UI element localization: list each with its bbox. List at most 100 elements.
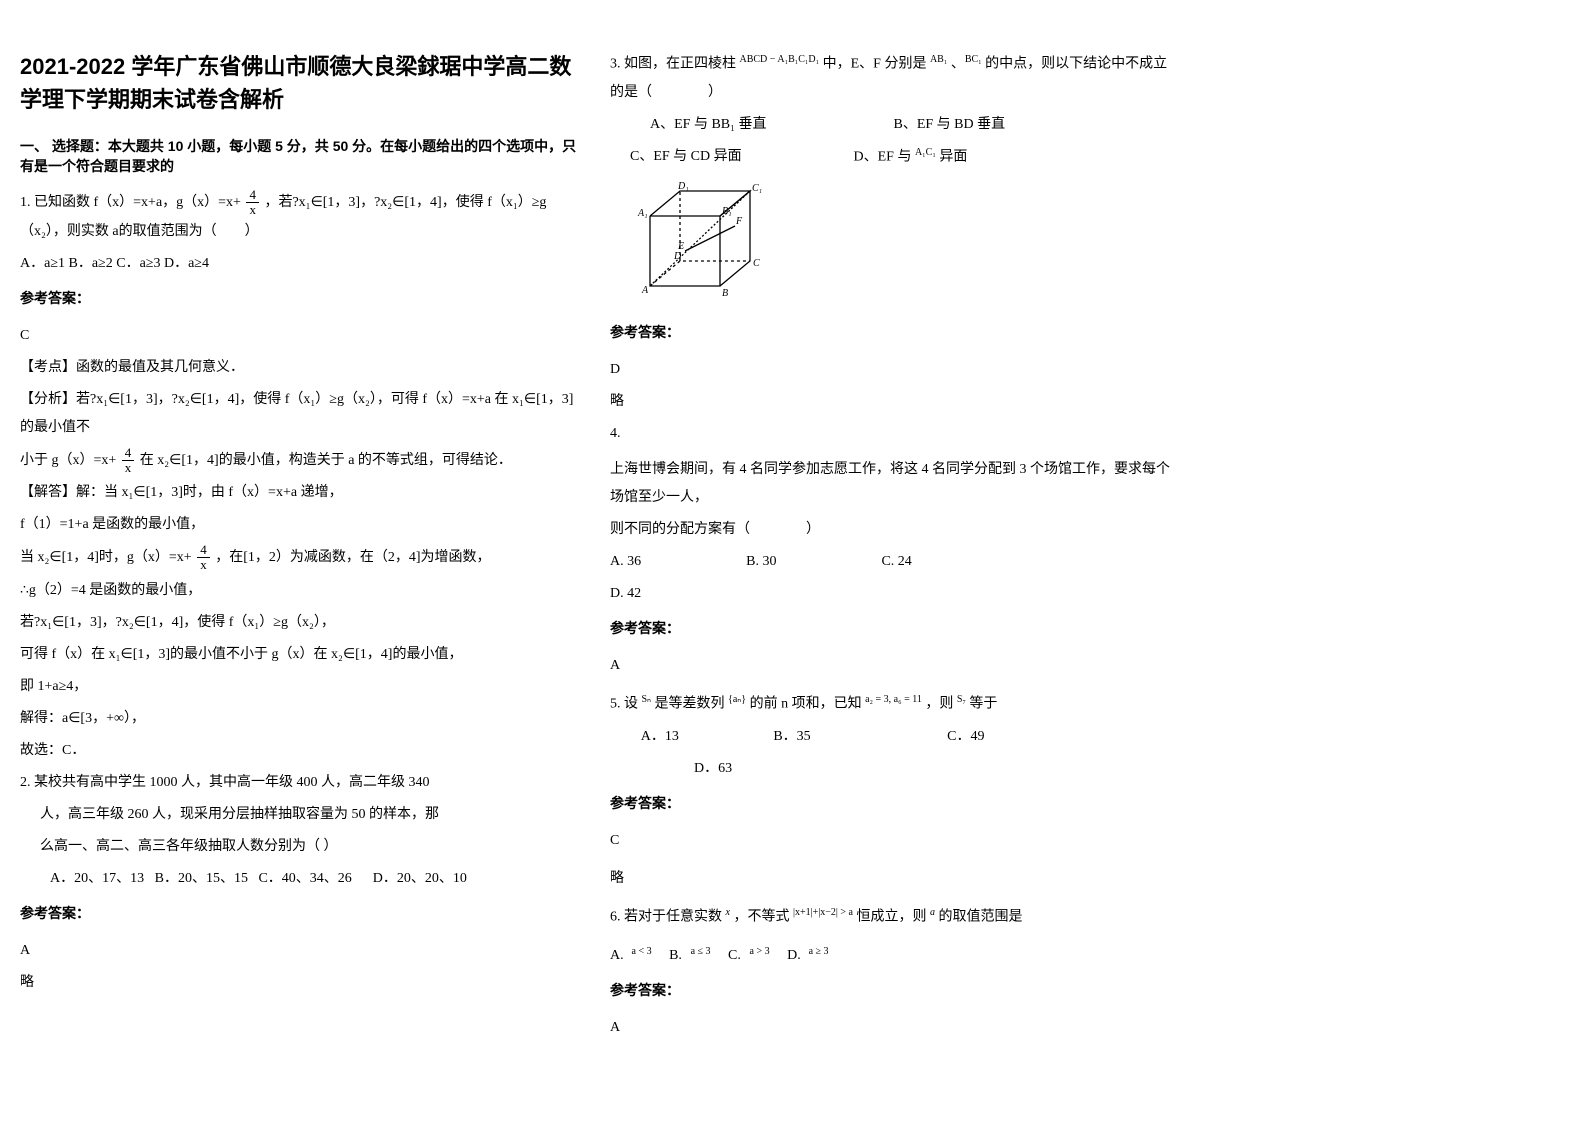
q5-an: {aₙ} xyxy=(728,694,746,705)
q2-line3: 么高一、高二、高三各年级抽取人数分别为（ ） xyxy=(20,833,580,861)
svg-text:C: C xyxy=(753,258,760,269)
q1-jd6: 可得 f（x）在 x₁∈[1，3]的最小值不小于 g（x）在 x₂∈[1，4]的… xyxy=(20,641,580,669)
svg-text:A₁: A₁ xyxy=(637,208,648,219)
frac-num: 4 xyxy=(197,543,210,558)
q5e: 等于 xyxy=(969,697,997,712)
q3-optB: B、EF 与 BD 垂直 xyxy=(894,117,1006,132)
q1-jd3a: 当 x₂∈[1，4]时，g（x）=x+ xyxy=(20,550,192,565)
q5c: 的前 n 项和，已知 xyxy=(750,697,866,712)
q3c: 、 xyxy=(951,57,965,72)
page: 2021-2022 学年广东省佛山市顺德大良梁銶琚中学高二数学理下学期期末试卷含… xyxy=(20,50,1567,1046)
q5-options-2: D．63 xyxy=(610,755,1170,783)
answer-label: 参考答案： xyxy=(610,976,1170,1004)
q4-num: 4. xyxy=(610,420,1170,448)
q3-ab1: AB₁ xyxy=(930,54,947,65)
svg-text:E: E xyxy=(677,241,684,252)
q1-fx2a: 小于 g（x）=x+ xyxy=(20,453,116,468)
frac-den: x xyxy=(246,203,259,217)
fraction-icon: 4 x xyxy=(122,446,135,476)
q3-answer: D xyxy=(610,356,1170,384)
answer-label: 参考答案： xyxy=(610,789,1170,817)
frac-num: 4 xyxy=(246,188,259,203)
q5-answer: C xyxy=(610,827,1170,855)
svg-text:F: F xyxy=(735,216,743,227)
q6-expr: |x+1|+|x−2| > a xyxy=(793,907,853,918)
q6c: 恒成立，则 xyxy=(856,910,930,925)
q5-lue: 略 xyxy=(610,865,1170,893)
q6-a: a xyxy=(930,907,935,918)
question-5: 5. 设 Sₙ 是等差数列 {aₙ} 的前 n 项和，已知 a₂ = 3, a₆… xyxy=(610,690,1170,719)
q6-optC: a > 3 xyxy=(750,946,770,957)
question-1: 1. 已知函数 f（x）=x+a，g（x）=x+ 4 x ，若?x₁∈[1，3]… xyxy=(20,188,580,246)
cube-diagram-icon: A B C D A₁ B₁ C₁ D₁ E F xyxy=(630,181,780,301)
q1-answer: C xyxy=(20,322,580,350)
question-3: 3. 如图，在正四棱柱 ABCD − A₁B₁C₁D₁ 中，E、F 分别是 AB… xyxy=(610,50,1170,107)
answer-label: 参考答案： xyxy=(610,318,1170,346)
q3-options-row1: A、EF 与 BB₁ 垂直 B、EF 与 BD 垂直 xyxy=(610,111,1170,139)
q1-fenxi-2: 小于 g（x）=x+ 4 x 在 x₂∈[1，4]的最小值，构造关于 a 的不等… xyxy=(20,446,580,476)
q6-answer: A xyxy=(610,1014,1170,1042)
q1-jd4: ∴g（2）=4 是函数的最小值， xyxy=(20,577,580,605)
answer-label: 参考答案： xyxy=(20,899,580,927)
q6b: ，不等式 xyxy=(733,910,793,925)
q2-line1: 2. 某校共有高中学生 1000 人，其中高一年级 400 人，高二年级 340 xyxy=(20,769,580,797)
q6-x: x xyxy=(726,907,730,918)
q1-jd1: 【解答】解：当 x₁∈[1，3]时，由 f（x）=x+a 递增， xyxy=(20,479,580,507)
frac-den: x xyxy=(197,558,210,572)
q6-options: A. a < 3 B. a ≤ 3 C. a > 3 D. a ≥ 3 xyxy=(610,942,1170,971)
right-column: 3. 如图，在正四棱柱 ABCD − A₁B₁C₁D₁ 中，E、F 分别是 AB… xyxy=(610,50,1170,1046)
q1-jd8: 解得：a∈[3，+∞）， xyxy=(20,705,580,733)
svg-text:A: A xyxy=(641,285,649,296)
q5b: 是等差数列 xyxy=(655,697,729,712)
q1-jd2: f（1）=1+a 是函数的最小值， xyxy=(20,511,580,539)
q6-optB: a ≤ 3 xyxy=(691,946,711,957)
q2-lue: 略 xyxy=(20,969,580,997)
q5a: 5. 设 xyxy=(610,697,642,712)
fraction-icon: 4 x xyxy=(197,543,210,573)
q5d: ，则 xyxy=(925,697,957,712)
svg-text:C₁: C₁ xyxy=(752,183,762,194)
question-6: 6. 若对于任意实数 x ，不等式 |x+1|+|x−2| > a 恒成立，则 … xyxy=(610,903,1170,932)
q3-optA: A、EF 与 BB₁ 垂直 xyxy=(650,111,890,139)
q4-text-a: 上海世博会期间，有 4 名同学参加志愿工作，将这 4 名同学分配到 3 个场馆工… xyxy=(610,456,1170,512)
q1-jd3: 当 x₂∈[1，4]时，g（x）=x+ 4 x ，在[1，2）为减函数，在（2，… xyxy=(20,543,580,573)
frac-den: x xyxy=(122,461,135,475)
q3-optC: C、EF 与 CD 异面 xyxy=(630,143,850,171)
q6a: 6. 若对于任意实数 xyxy=(610,910,726,925)
svg-text:D₁: D₁ xyxy=(677,181,689,192)
q3-optDa: D、EF 与 xyxy=(854,149,915,164)
q5-s7: S₇ xyxy=(957,694,966,705)
q3-optDb: 异面 xyxy=(936,149,968,164)
q1-jd9: 故选：C． xyxy=(20,737,580,765)
answer-label: 参考答案： xyxy=(20,284,580,312)
q5-cond: a₂ = 3, a₆ = 11 xyxy=(865,694,922,705)
q2-line2: 人，高三年级 260 人，现采用分层抽样抽取容量为 50 的样本，那 xyxy=(20,801,580,829)
frac-num: 4 xyxy=(122,446,135,461)
q1-jd5: 若?x₁∈[1，3]，?x₂∈[1，4]，使得 f（x₁）≥g（x₂）， xyxy=(20,609,580,637)
q1-jd3b: ，在[1，2）为减函数，在（2，4]为增函数， xyxy=(215,550,490,565)
q4-answer: A xyxy=(610,652,1170,680)
q3-cube-label: ABCD − A₁B₁C₁D₁ xyxy=(740,54,820,65)
answer-label: 参考答案： xyxy=(610,614,1170,642)
q2-answer: A xyxy=(20,937,580,965)
q3-lue: 略 xyxy=(610,388,1170,416)
q2-options: A．20、17、13 B．20、15、15 C．40、34、26 D．20、20… xyxy=(20,865,580,893)
q6d: 的取值范围是 xyxy=(938,910,1022,925)
q3a: 3. 如图，在正四棱柱 xyxy=(610,57,740,72)
svg-text:D: D xyxy=(673,251,682,262)
svg-text:B: B xyxy=(722,288,728,299)
q1-kaodian: 【考点】函数的最值及其几何意义． xyxy=(20,354,580,382)
q6-optA: a < 3 xyxy=(632,946,652,957)
left-column: 2021-2022 学年广东省佛山市顺德大良梁銶琚中学高二数学理下学期期末试卷含… xyxy=(20,50,580,1046)
exam-title: 2021-2022 学年广东省佛山市顺德大良梁銶琚中学高二数学理下学期期末试卷含… xyxy=(20,50,580,116)
q3-options-row2: C、EF 与 CD 异面 D、EF 与 A₁C₁ 异面 xyxy=(610,143,1170,172)
q5-sn: Sₙ xyxy=(642,694,652,705)
q3b: 中，E、F 分别是 xyxy=(823,57,930,72)
q4-text-b: 则不同的分配方案有（ ） xyxy=(610,516,1170,544)
svg-text:B₁: B₁ xyxy=(722,206,732,217)
q3-optD-sup: A₁C₁ xyxy=(915,147,936,158)
q1-jd7: 即 1+a≥4， xyxy=(20,673,580,701)
q1-options: A．a≥1 B．a≥2 C．a≥3 D．a≥4 xyxy=(20,250,580,278)
q4-options-2: D. 42 xyxy=(610,580,1170,608)
q4-options-1: A. 36 B. 30 C. 24 xyxy=(610,548,1170,576)
